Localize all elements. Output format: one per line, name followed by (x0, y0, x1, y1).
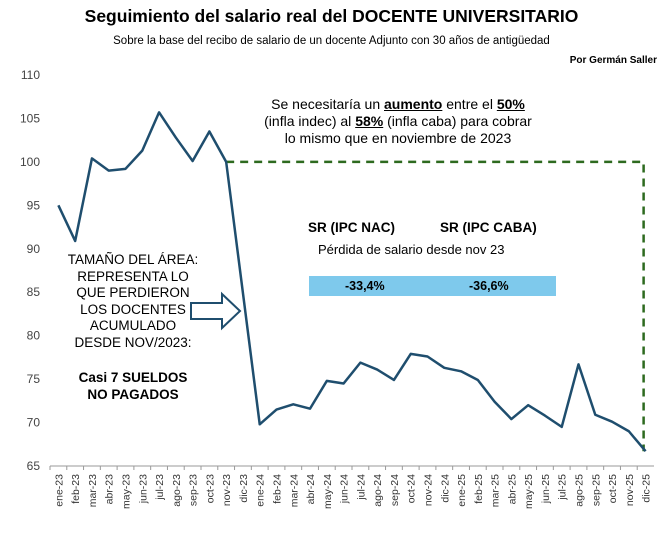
y-tick-label: 90 (27, 242, 41, 256)
x-tick-label: abr-24 (305, 474, 317, 505)
x-tick-label: sep-25 (590, 474, 602, 506)
x-tick-label: nov-25 (624, 474, 636, 506)
y-tick-label: 110 (21, 68, 40, 82)
x-tick-label: mar-23 (87, 474, 99, 507)
x-tick-label: abr-23 (104, 474, 116, 505)
x-tick-label: jul-23 (154, 474, 166, 501)
note-bold-58: 58% (355, 113, 384, 129)
loss-subtitle: Pérdida de salario desde nov 23 (318, 242, 505, 257)
y-tick-label: 85 (27, 285, 41, 299)
x-tick-label: feb-23 (70, 474, 82, 504)
x-tick-label: nov-23 (221, 474, 233, 506)
area-note-line: QUE PERDIERON (76, 285, 190, 300)
x-tick-label: dic-24 (439, 474, 451, 503)
x-tick-label: nov-24 (423, 474, 435, 506)
y-tick-label: 80 (27, 329, 41, 343)
note-text-4: (infla caba) para cobrar lo mismo que en… (284, 113, 532, 146)
x-tick-label: oct-23 (204, 474, 216, 503)
x-tick-label: may-24 (322, 474, 334, 509)
x-tick-label: may-23 (121, 474, 133, 509)
x-tick-label: sep-23 (188, 474, 200, 506)
area-note-line: TAMAÑO DEL ÁREA: (67, 252, 199, 267)
area-explanation: TAMAÑO DEL ÁREA: REPRESENTA LO QUE PERDI… (38, 252, 228, 351)
sr-caba-header: SR (IPC CABA) (440, 220, 537, 235)
loss-value-nac: -33,4% (345, 279, 385, 293)
x-tick-label: jul-25 (557, 474, 569, 501)
x-tick-label: jun-23 (137, 474, 149, 504)
chart-subtitle: Sobre la base del recibo de salario de u… (113, 35, 550, 47)
y-tick-label: 95 (27, 198, 41, 212)
x-tick-label: dic-23 (238, 474, 250, 503)
loss-values-bar: -33,4% -36,6% (309, 276, 556, 296)
area-note-line: ACUMULADO (89, 318, 177, 333)
x-tick-label: ene-23 (53, 474, 65, 507)
x-tick-label: ago-25 (574, 474, 586, 507)
loss-value-caba: -36,6% (469, 279, 509, 293)
note-bold-aumento: aumento (384, 96, 443, 112)
x-tick-label: feb-24 (272, 474, 284, 504)
x-tick-label: jun-24 (339, 474, 351, 504)
area-note-line: DESDE NOV/2023: (74, 334, 192, 350)
x-tick-label: abr-25 (506, 474, 518, 505)
area-note-line: LOS DOCENTES (80, 301, 186, 317)
reference-dashed-line (226, 160, 645, 452)
x-tick-label: dic-25 (641, 474, 653, 503)
y-tick-label: 65 (27, 459, 41, 473)
x-tick-label: ago-23 (171, 474, 183, 507)
x-tick-label: jul-24 (355, 474, 367, 501)
right-arrow-icon (190, 291, 242, 331)
x-tick-label: feb-25 (473, 474, 485, 504)
y-tick-label: 70 (27, 416, 41, 430)
x-tick-label: sep-24 (389, 474, 401, 506)
series-line (57, 111, 647, 453)
x-tick-label: ene-25 (456, 474, 468, 507)
sr-nac-header: SR (IPC NAC) (308, 220, 395, 235)
note-text-1: Se necesitaría un (271, 96, 384, 112)
x-tick-label: mar-25 (490, 474, 502, 507)
unpaid-note-line: NO PAGADOS (87, 387, 179, 402)
y-tick-label: 75 (27, 372, 41, 386)
x-tick-label: oct-24 (406, 474, 418, 503)
x-tick-label: mar-24 (288, 474, 300, 507)
x-tick-label: jun-25 (540, 474, 552, 504)
chart-title: Seguimiento del salario real del DOCENTE… (84, 6, 579, 26)
area-note-line: REPRESENTA LO (77, 268, 189, 284)
note-text-3: (infla indec) al (264, 113, 356, 129)
author-credit: Por Germán Saller (569, 55, 657, 66)
note-text-2: entre el (442, 96, 497, 112)
note-bold-50: 50% (496, 96, 525, 112)
y-tick-label: 100 (20, 155, 40, 169)
x-tick-label: may-25 (523, 474, 535, 509)
y-tick-label: 105 (20, 111, 40, 125)
x-tick-label: oct-25 (607, 474, 619, 503)
unpaid-salaries-note: Casi 7 SUELDOS NO PAGADOS (38, 369, 228, 403)
unpaid-note-line: Casi 7 SUELDOS (78, 370, 188, 385)
x-tick-label: ago-24 (372, 474, 384, 507)
increase-note: Se necesitaría un aumento entre el 50% (… (258, 96, 538, 147)
x-tick-label: ene-24 (255, 474, 267, 507)
